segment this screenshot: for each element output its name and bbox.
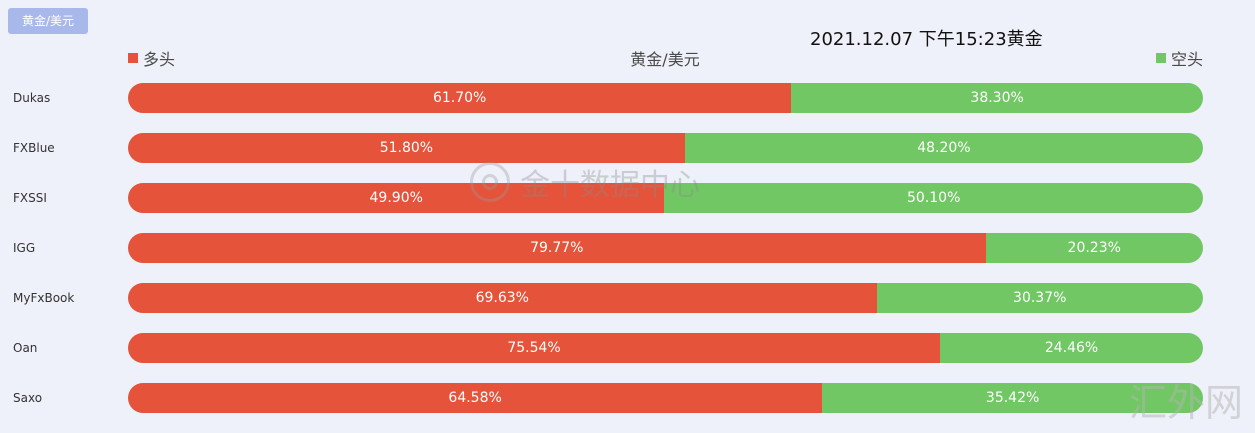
bar-segment-short[interactable]: 48.20% xyxy=(684,133,1203,163)
bar-row: Dukas 61.70% 38.30% xyxy=(0,83,1255,113)
category-label: MyFxBook xyxy=(13,291,75,305)
bar-row: Oan 75.54% 24.46% xyxy=(0,333,1255,363)
bar-segment-long[interactable]: 69.63% xyxy=(128,283,877,313)
legend-long-swatch xyxy=(128,53,138,63)
stacked-bar[interactable]: 69.63% 30.37% xyxy=(128,283,1203,313)
bar-segment-long[interactable]: 79.77% xyxy=(128,233,986,263)
category-label: FXBlue xyxy=(13,141,55,155)
bar-segment-short[interactable]: 24.46% xyxy=(940,333,1203,363)
legend-long[interactable]: 多头 xyxy=(128,46,175,70)
category-label: FXSSI xyxy=(13,191,47,205)
bar-segment-short[interactable]: 38.30% xyxy=(791,83,1203,113)
stacked-bar[interactable]: 61.70% 38.30% xyxy=(128,83,1203,113)
category-label: Saxo xyxy=(13,391,43,405)
timestamp-title: 2021.12.07 下午15:23黄金 xyxy=(810,29,1043,50)
bar-segment-short[interactable]: 50.10% xyxy=(664,183,1203,213)
symbol-tab-button[interactable]: 黄金/美元 xyxy=(8,8,88,34)
stacked-bar[interactable]: 49.90% 50.10% xyxy=(128,183,1203,213)
stacked-bar[interactable]: 64.58% 35.42% xyxy=(128,383,1203,413)
stacked-bar[interactable]: 79.77% 20.23% xyxy=(128,233,1203,263)
legend-short-swatch xyxy=(1155,53,1166,63)
bar-segment-long[interactable]: 64.58% xyxy=(128,383,823,413)
bar-segment-long[interactable]: 49.90% xyxy=(128,183,665,213)
bar-segment-long[interactable]: 61.70% xyxy=(128,83,792,113)
bar-row: FXBlue 51.80% 48.20% xyxy=(0,133,1255,163)
legend-short[interactable]: 空头 xyxy=(1155,46,1203,70)
category-label: Oan xyxy=(13,341,38,355)
stacked-bar[interactable]: 51.80% 48.20% xyxy=(128,133,1203,163)
bar-segment-short[interactable]: 35.42% xyxy=(822,383,1203,413)
bar-segment-short[interactable]: 30.37% xyxy=(876,283,1203,313)
bar-row: IGG 79.77% 20.23% xyxy=(0,233,1255,263)
chart-title: 黄金/美元 xyxy=(630,50,700,69)
category-label: Dukas xyxy=(13,91,51,105)
category-label: IGG xyxy=(13,241,36,255)
stacked-bar[interactable]: 75.54% 24.46% xyxy=(128,333,1203,363)
bar-row: MyFxBook 69.63% 30.37% xyxy=(0,283,1255,313)
bar-segment-long[interactable]: 75.54% xyxy=(128,333,941,363)
bar-segment-short[interactable]: 20.23% xyxy=(985,233,1203,263)
bar-row: Saxo 64.58% 35.42% xyxy=(0,383,1255,413)
legend-long-label: 多头 xyxy=(143,50,176,69)
bar-segment-long[interactable]: 51.80% xyxy=(128,133,685,163)
legend-short-label: 空头 xyxy=(1170,50,1203,69)
bar-row: FXSSI 49.90% 50.10% xyxy=(0,183,1255,213)
